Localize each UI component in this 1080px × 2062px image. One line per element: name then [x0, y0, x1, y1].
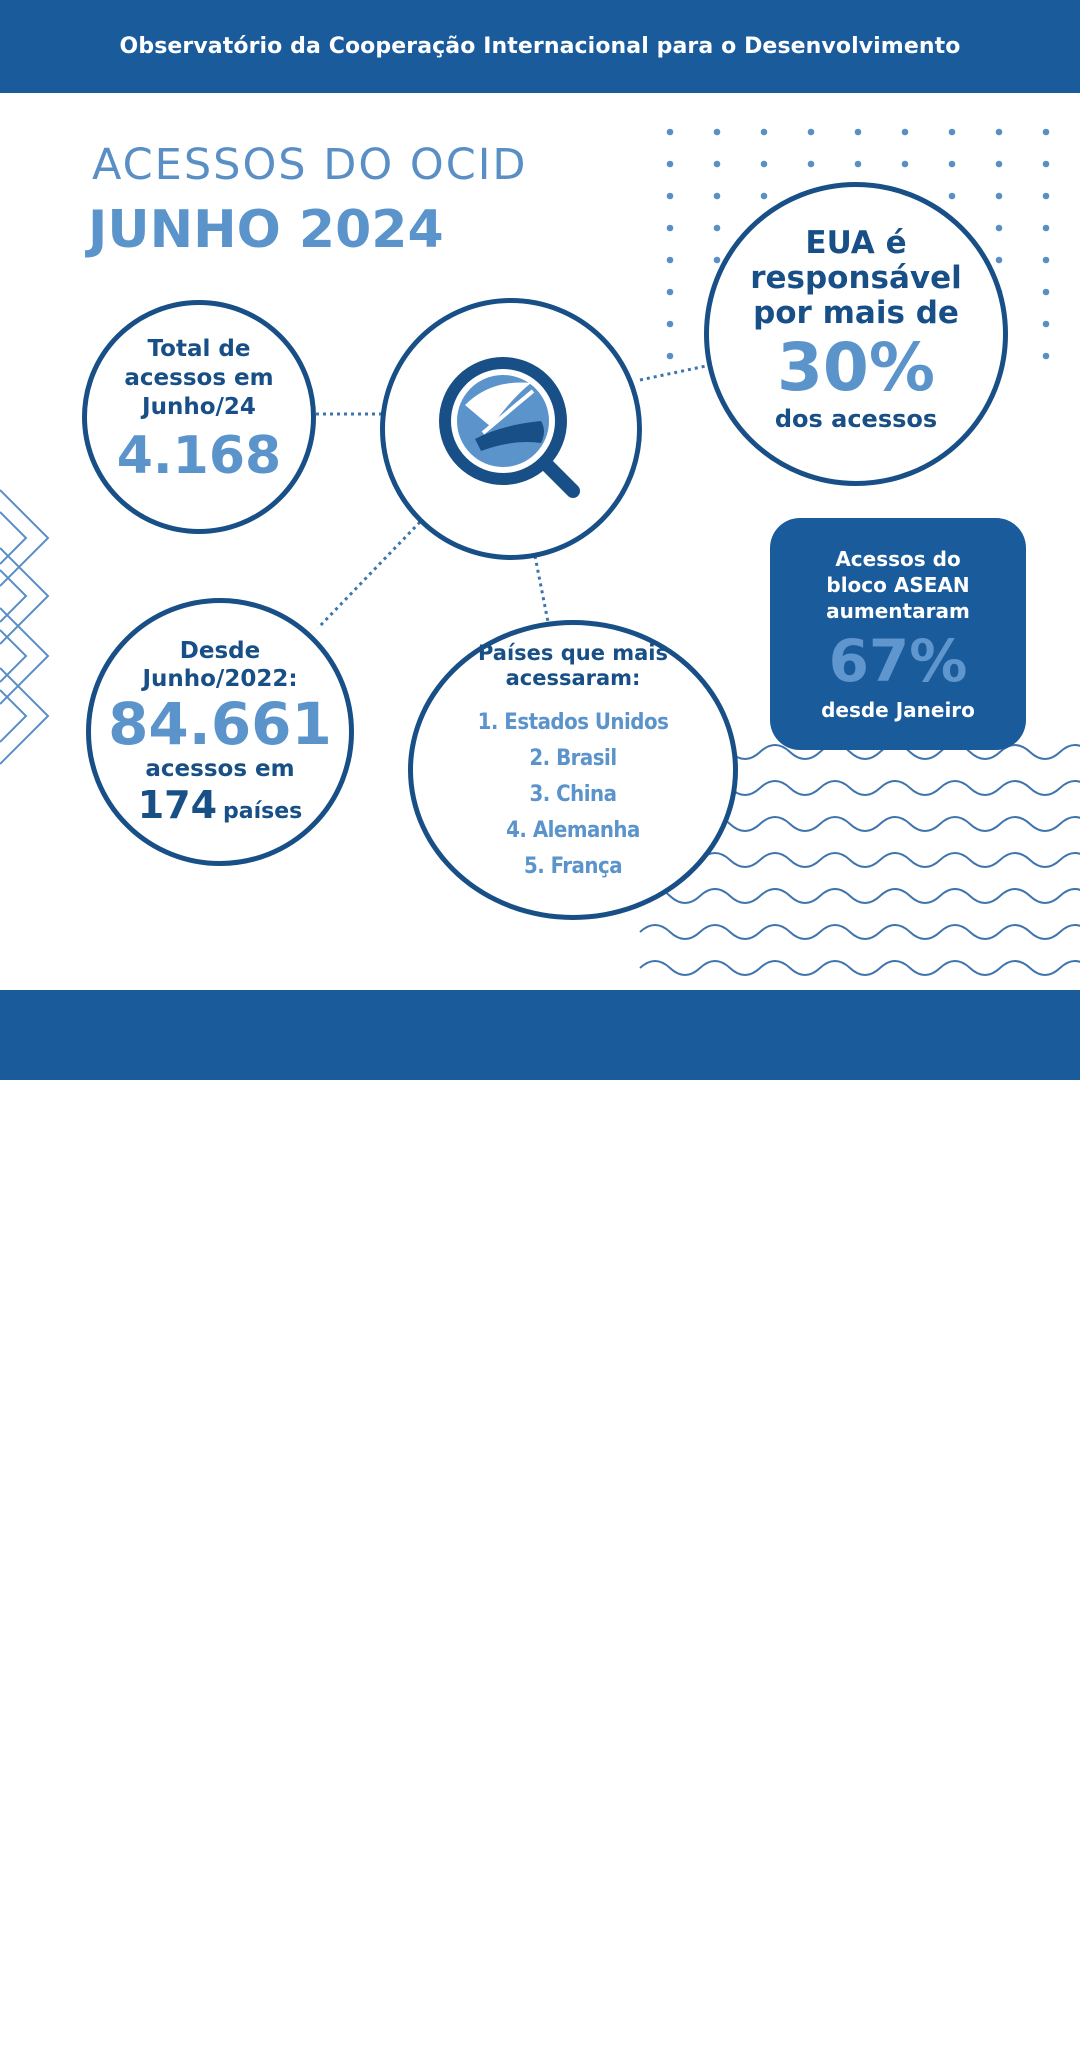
asean-percentage: 67% — [828, 627, 968, 695]
decor-dot — [901, 128, 909, 136]
ibict-logo-name: ibict — [462, 1998, 526, 2033]
decor-wave — [639, 924, 1080, 940]
decor-dot — [901, 160, 909, 168]
decor-wave — [639, 852, 1080, 868]
center-logo-circle — [380, 298, 642, 560]
decor-dot — [666, 160, 674, 168]
list-item: 5. França — [523, 854, 623, 879]
ibict-emblem-icon — [401, 2002, 455, 2052]
decor-dot — [666, 256, 674, 264]
header-title: Observatório da Cooperação Internacional… — [119, 34, 961, 59]
chevron-decoration — [0, 489, 50, 765]
total-access-value: 4.168 — [116, 425, 282, 486]
decor-dot — [666, 320, 674, 328]
top-countries-circle: Países que mais acessaram: 1. Estados Un… — [408, 620, 738, 920]
decor-dot — [666, 192, 674, 200]
decor-dot — [807, 160, 815, 168]
asean-label: Acessos do bloco ASEAN aumentaram — [826, 547, 970, 623]
ibict-logo-subtitle: Instituto Brasileiro de Informação em Ci… — [462, 2036, 555, 2049]
decor-dot — [995, 160, 1003, 168]
header-bar: Observatório da Cooperação Internacional… — [0, 0, 1080, 93]
decor-dot — [995, 192, 1003, 200]
decor-dot — [854, 128, 862, 136]
decor-dot — [854, 160, 862, 168]
abc-logo: ABC AGÊNCIA BRASILEIRA DE COOPERAÇÃO MIN… — [578, 1994, 818, 2060]
decor-dot — [666, 224, 674, 232]
page-title: ACESSOS DO OCID — [92, 140, 528, 190]
decor-wave — [639, 888, 1080, 904]
page-subtitle: JUNHO 2024 — [88, 200, 444, 260]
ocid-logo-subtitle: OBSERVATÓRIO DA COOPERAÇÃO INTERNACIONAL… — [263, 2025, 358, 2045]
decor-dot — [1042, 352, 1050, 360]
decor-dot — [1042, 320, 1050, 328]
decor-dot — [995, 224, 1003, 232]
decor-dot — [760, 128, 768, 136]
footer-bar: OCID OBSERVATÓRIO DA COOPERAÇÃO INTERNAC… — [0, 990, 1080, 2052]
decor-dot — [713, 160, 721, 168]
decor-dot — [713, 256, 721, 264]
eua-suffix: dos acessos — [774, 404, 938, 433]
list-item: 4. Alemanha — [506, 818, 640, 843]
abc-logo-subtitle: AGÊNCIA BRASILEIRA DE COOPERAÇÃO — [730, 2002, 805, 2037]
list-item: 3. China — [529, 782, 617, 807]
countries-count: 174 — [137, 783, 218, 827]
connector-lines — [316, 364, 707, 630]
abc-logo-name: ABC — [630, 1998, 719, 2044]
decor-dot — [760, 192, 768, 200]
decor-dot — [713, 128, 721, 136]
asean-suffix: desde Janeiro — [821, 698, 975, 722]
countries-row: 174 países — [138, 783, 303, 827]
countries-label: países — [223, 799, 303, 824]
decor-dot — [1042, 288, 1050, 296]
decor-dot — [760, 160, 768, 168]
decor-dot — [948, 192, 956, 200]
decor-dot — [807, 128, 815, 136]
abc-logo-ministry: MINISTÉRIO DAS RELAÇÕES EXTERIORES — [632, 2044, 817, 2052]
decor-dot — [1042, 224, 1050, 232]
top-countries-list: 1. Estados Unidos 2. Brasil 3. China 4. … — [478, 705, 669, 885]
partner-logos: OCID OBSERVATÓRIO DA COOPERAÇÃO INTERNAC… — [258, 1990, 818, 2062]
decor-dot — [995, 256, 1003, 264]
eua-percentage: 30% — [777, 328, 935, 406]
since-label-2: acessos em — [145, 756, 295, 782]
eua-circle: EUA é responsável por mais de 30% dos ac… — [704, 182, 1008, 486]
ocid-logo: OCID OBSERVATÓRIO DA COOPERAÇÃO INTERNAC… — [263, 1998, 363, 2046]
decor-dot — [948, 128, 956, 136]
decor-wave — [639, 960, 1080, 976]
decor-dot — [713, 224, 721, 232]
total-access-label: Total de acessos em Junho/24 — [124, 335, 274, 420]
decor-dot — [1042, 256, 1050, 264]
top-countries-label: Países que mais acessaram: — [477, 641, 669, 690]
magnifier-globe-icon — [439, 357, 580, 498]
decor-dot — [713, 192, 721, 200]
list-item: 1. Estados Unidos — [477, 710, 669, 735]
total-access-circle: Total de acessos em Junho/24 4.168 — [82, 300, 316, 534]
decor-dot — [948, 160, 956, 168]
decor-dot — [995, 128, 1003, 136]
decor-dot — [1042, 160, 1050, 168]
since-total-value: 84.661 — [108, 690, 332, 758]
ocid-magnifier-icon — [330, 1999, 354, 2022]
since-label: Desde Junho/2022: — [142, 638, 298, 692]
asean-card: Acessos do bloco ASEAN aumentaram 67% de… — [770, 518, 1026, 750]
decor-dot — [1042, 192, 1050, 200]
decor-dot — [666, 288, 674, 296]
decor-dot — [666, 352, 674, 360]
ocid-logo-name: OCID — [263, 1998, 327, 2023]
abc-globe-icon — [580, 2002, 626, 2048]
eua-label: EUA é responsável por mais de — [750, 224, 962, 331]
decor-dot — [1042, 128, 1050, 136]
list-item: 2. Brasil — [529, 746, 617, 771]
decor-dot — [666, 128, 674, 136]
since-2022-circle: Desde Junho/2022: 84.661 acessos em 174 … — [86, 598, 354, 866]
